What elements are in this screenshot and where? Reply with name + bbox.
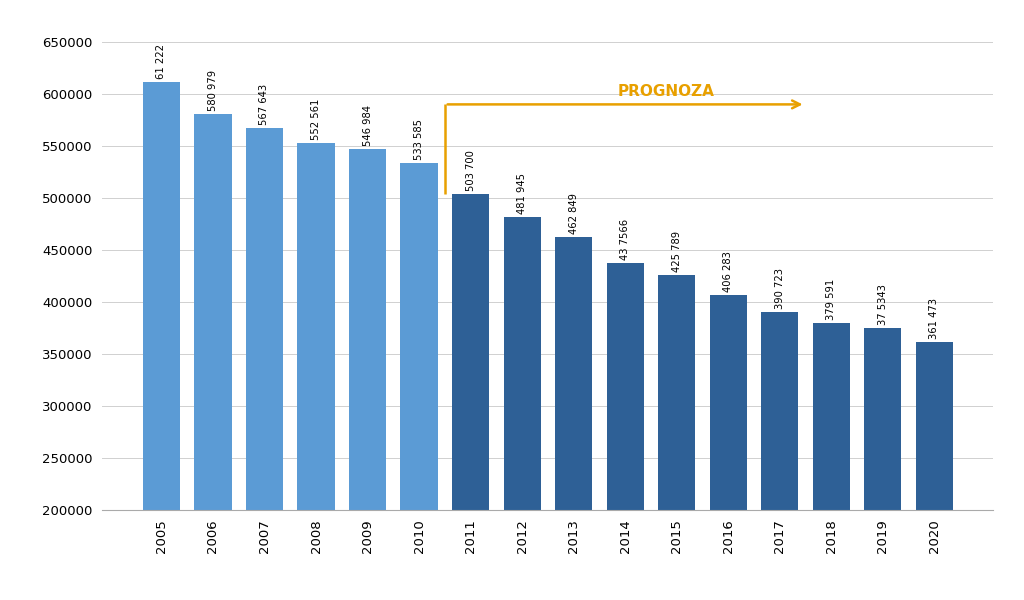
Text: 481 945: 481 945 (517, 173, 527, 214)
Text: PROGNOZA: PROGNOZA (617, 84, 715, 99)
Text: 406 283: 406 283 (723, 251, 733, 292)
Text: 580 979: 580 979 (208, 70, 218, 110)
Bar (297, 143, 335, 600)
Bar (710, 295, 746, 600)
Bar (555, 236, 592, 600)
Bar (452, 194, 489, 600)
Text: 552 561: 552 561 (311, 99, 321, 140)
Text: 503 700: 503 700 (466, 150, 475, 191)
Text: 37 5343: 37 5343 (878, 284, 888, 325)
Bar (864, 328, 901, 600)
Bar (504, 217, 541, 600)
Text: 546 984: 546 984 (362, 105, 373, 146)
Text: 425 789: 425 789 (672, 231, 682, 272)
Text: 361 473: 361 473 (929, 298, 939, 339)
Text: 61 222: 61 222 (157, 44, 167, 79)
Bar (658, 275, 695, 600)
Bar (606, 263, 644, 600)
Text: 533 585: 533 585 (414, 119, 424, 160)
Bar (813, 323, 850, 600)
Bar (349, 149, 386, 600)
Bar (195, 114, 231, 600)
Text: 390 723: 390 723 (775, 268, 784, 308)
Bar (915, 342, 952, 600)
Text: 462 849: 462 849 (568, 193, 579, 233)
Text: 43 7566: 43 7566 (621, 218, 630, 260)
Bar (400, 163, 437, 600)
Bar (143, 82, 180, 600)
Text: 379 591: 379 591 (826, 279, 837, 320)
Text: 567 643: 567 643 (259, 83, 269, 125)
Bar (246, 128, 283, 600)
Bar (761, 311, 799, 600)
